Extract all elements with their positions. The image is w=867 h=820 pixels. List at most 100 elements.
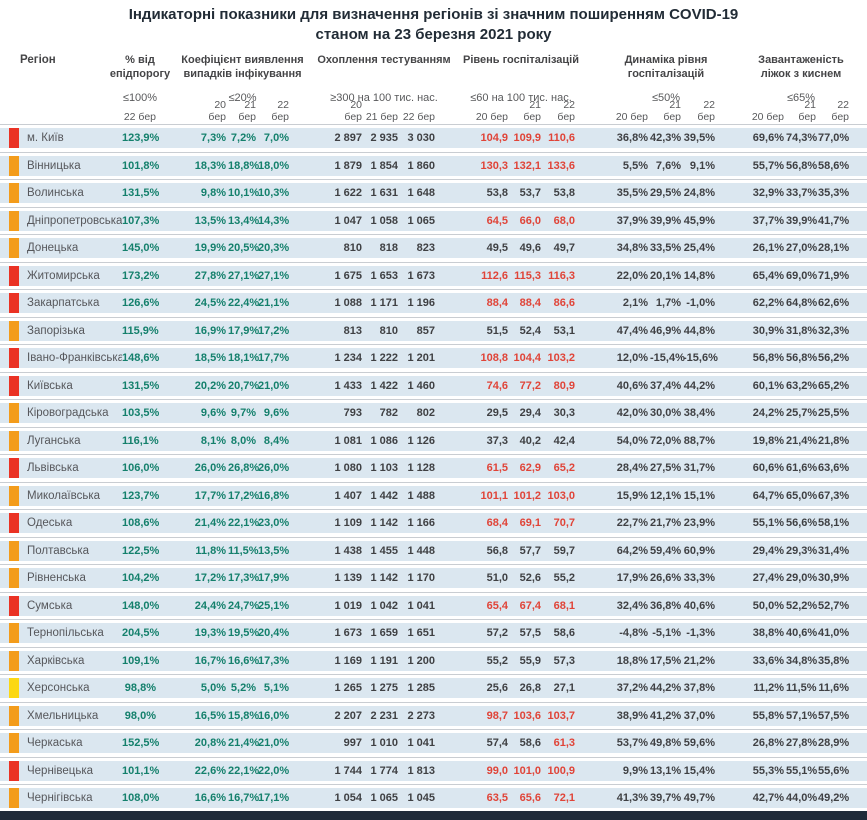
detection-coef-value-1: 10,1%: [228, 187, 260, 199]
hospitalization-value-1: 67,4: [519, 599, 541, 612]
region-name: Херсонська: [27, 682, 90, 694]
detection-coef-value-0: 16,5%: [194, 709, 226, 722]
region-name: Волинська: [27, 187, 84, 199]
testing-coverage-value-1: 1 103: [370, 462, 398, 474]
testing-coverage-value-2: 1 448: [407, 544, 435, 557]
testing-coverage-value-1: 1 191: [370, 654, 398, 667]
hospitalization-value-1: 52,4: [519, 324, 541, 337]
detection-coef-value-2: 26,0%: [258, 462, 290, 474]
risk-level-indicator-red: [9, 595, 19, 616]
oxygen-beds-value-1: 29,0%: [786, 572, 818, 584]
oxygen-beds-value-0: 55,1%: [752, 517, 784, 529]
detection-coef-value-1: 15,8%: [228, 709, 260, 722]
hospitalization-value-0: 25,6: [486, 682, 508, 694]
testing-coverage-value-0: 1 622: [334, 187, 362, 199]
hospitalization-dynamics-value-2: 31,7%: [683, 462, 715, 474]
testing-coverage-value-2: 1 460: [407, 379, 435, 392]
oxygen-beds-value-2: 56,2%: [818, 352, 850, 364]
region-name: Донецька: [27, 242, 79, 254]
testing-coverage-value-0: 1 879: [334, 159, 362, 172]
date-header-beds-2: 22 бер: [831, 99, 849, 123]
table-row-band: Житомирська 173,2% 27,8% 27,1% 27,1% 1 675 1 6…: [0, 265, 867, 286]
testing-coverage-value-0: 1 080: [334, 462, 362, 474]
hospitalization-dynamics-value-1: 20,1%: [650, 269, 682, 282]
testing-coverage-value-1: 1 422: [370, 379, 398, 392]
table-row: Чернівецька 101,1% 22,6% 22,1% 22,0% 1 744 1 7…: [0, 756, 867, 781]
hospitalization-value-0: 112,6: [481, 269, 508, 282]
hospitalization-value-2: 133,6: [547, 159, 575, 172]
hospitalization-value-1: 40,2: [519, 434, 541, 447]
testing-coverage-value-2: 823: [416, 242, 435, 254]
testing-coverage-value-1: 1 065: [370, 792, 398, 804]
detection-coef-value-1: 7,2%: [230, 132, 256, 144]
hospitalization-value-1: 109,9: [513, 132, 541, 144]
hospitalization-value-2: 103,0: [547, 489, 575, 502]
hospitalization-dynamics-value-0: 37,9%: [616, 214, 648, 227]
detection-coef-value-2: 21,0%: [258, 737, 290, 749]
testing-coverage-value-1: 1 142: [370, 572, 398, 584]
hospitalization-value-1: 55,9: [519, 654, 541, 667]
hospitalization-dynamics-value-1: 46,9%: [650, 324, 682, 337]
date-header-coef-0: 20 бер: [208, 99, 226, 123]
hospitalization-dynamics-value-2: 40,6%: [683, 599, 715, 612]
detection-coef-value-0: 9,8%: [200, 187, 226, 199]
hospitalization-dynamics-value-0: 35,5%: [616, 187, 648, 199]
detection-coef-value-2: 17,9%: [258, 572, 290, 584]
hospitalization-value-2: 100,9: [547, 764, 575, 777]
detection-coef-value-0: 11,8%: [195, 544, 226, 557]
oxygen-beds-value-0: 33,6%: [752, 654, 784, 667]
hospitalization-dynamics-value-2: 88,7%: [683, 434, 715, 447]
hospitalization-dynamics-value-2: 33,3%: [683, 572, 715, 584]
detection-coef-value-0: 21,4%: [194, 517, 226, 529]
hospitalization-value-2: 61,3: [553, 737, 575, 749]
hospitalization-value-1: 101,2: [513, 489, 541, 502]
group-threshold-beds: ≤65%: [786, 92, 816, 104]
risk-level-indicator-red: [9, 513, 19, 533]
testing-coverage-value-2: 1 860: [407, 159, 435, 172]
date-header-test-1: 21 бер: [365, 111, 398, 123]
testing-coverage-value-2: 1 488: [407, 489, 435, 502]
oxygen-beds-value-2: 49,2%: [818, 792, 850, 804]
testing-coverage-value-0: 1 054: [334, 792, 362, 804]
region-name: Одеська: [27, 517, 73, 529]
hospitalization-value-0: 130,3: [480, 159, 508, 172]
hospitalization-dynamics-value-1: 36,8%: [650, 599, 682, 612]
detection-coef-value-2: 20,3%: [258, 242, 290, 254]
testing-coverage-value-2: 1 041: [407, 599, 435, 612]
risk-level-indicator-orange: [9, 623, 19, 643]
detection-coef-value-0: 19,9%: [194, 242, 226, 254]
hospitalization-dynamics-value-0: 42,0%: [616, 407, 648, 419]
table-row-band: Чернівецька 101,1% 22,6% 22,1% 22,0% 1 744 1 7…: [0, 760, 867, 781]
hospitalization-value-0: 74,6: [486, 379, 508, 392]
page-title-line1: Індикаторні показники для визначення рег…: [128, 6, 739, 23]
table-row-band: Луганська 116,1% 8,1% 8,0% 8,4% 1 081 1 086 1 1…: [0, 430, 867, 451]
oxygen-beds-value-0: 50,0%: [752, 599, 784, 612]
hospitalization-dynamics-value-2: 59,6%: [683, 737, 715, 749]
testing-coverage-value-0: 1 047: [334, 214, 362, 227]
group-title-coef: Коефіцієнт виявлення випадків інфікуванн…: [181, 54, 304, 80]
oxygen-beds-value-2: 31,4%: [818, 544, 850, 557]
table-row-band: Черкаська 152,5% 20,8% 21,4% 21,0% 997 1 010 1 …: [0, 733, 867, 753]
epid-threshold-value: 126,6%: [122, 297, 160, 309]
testing-coverage-value-1: 2 935: [370, 132, 398, 144]
hospitalization-dynamics-value-1: 17,5%: [650, 654, 682, 667]
testing-coverage-value-2: 1 651: [407, 627, 435, 639]
detection-coef-value-0: 24,5%: [194, 297, 226, 309]
region-name: Івано-Франківська: [27, 352, 122, 364]
detection-coef-value-1: 17,3%: [228, 572, 260, 584]
detection-coef-value-2: 14,3%: [258, 214, 290, 227]
table-row-band: Запорізька 115,9% 16,9% 17,9% 17,2% 813 810 857…: [0, 320, 867, 341]
testing-coverage-value-1: 782: [379, 407, 398, 419]
epid-threshold-value: 107,3%: [122, 214, 160, 227]
detection-coef-value-0: 19,3%: [194, 627, 226, 639]
hospitalization-value-1: 132,1: [513, 159, 541, 172]
hospitalization-dynamics-value-0: -4,8%: [619, 627, 648, 639]
oxygen-beds-value-0: 56,8%: [752, 352, 784, 364]
oxygen-beds-value-0: 69,6%: [752, 132, 784, 144]
hospitalization-dynamics-value-1: 72,0%: [650, 434, 682, 447]
region-name: Полтавська: [27, 544, 90, 557]
region-name: Тернопільська: [27, 627, 104, 639]
hospitalization-dynamics-value-1: 39,7%: [650, 792, 682, 804]
hospitalization-dynamics-value-0: 9,9%: [622, 764, 648, 777]
epid-threshold-value: 98,8%: [124, 682, 156, 694]
